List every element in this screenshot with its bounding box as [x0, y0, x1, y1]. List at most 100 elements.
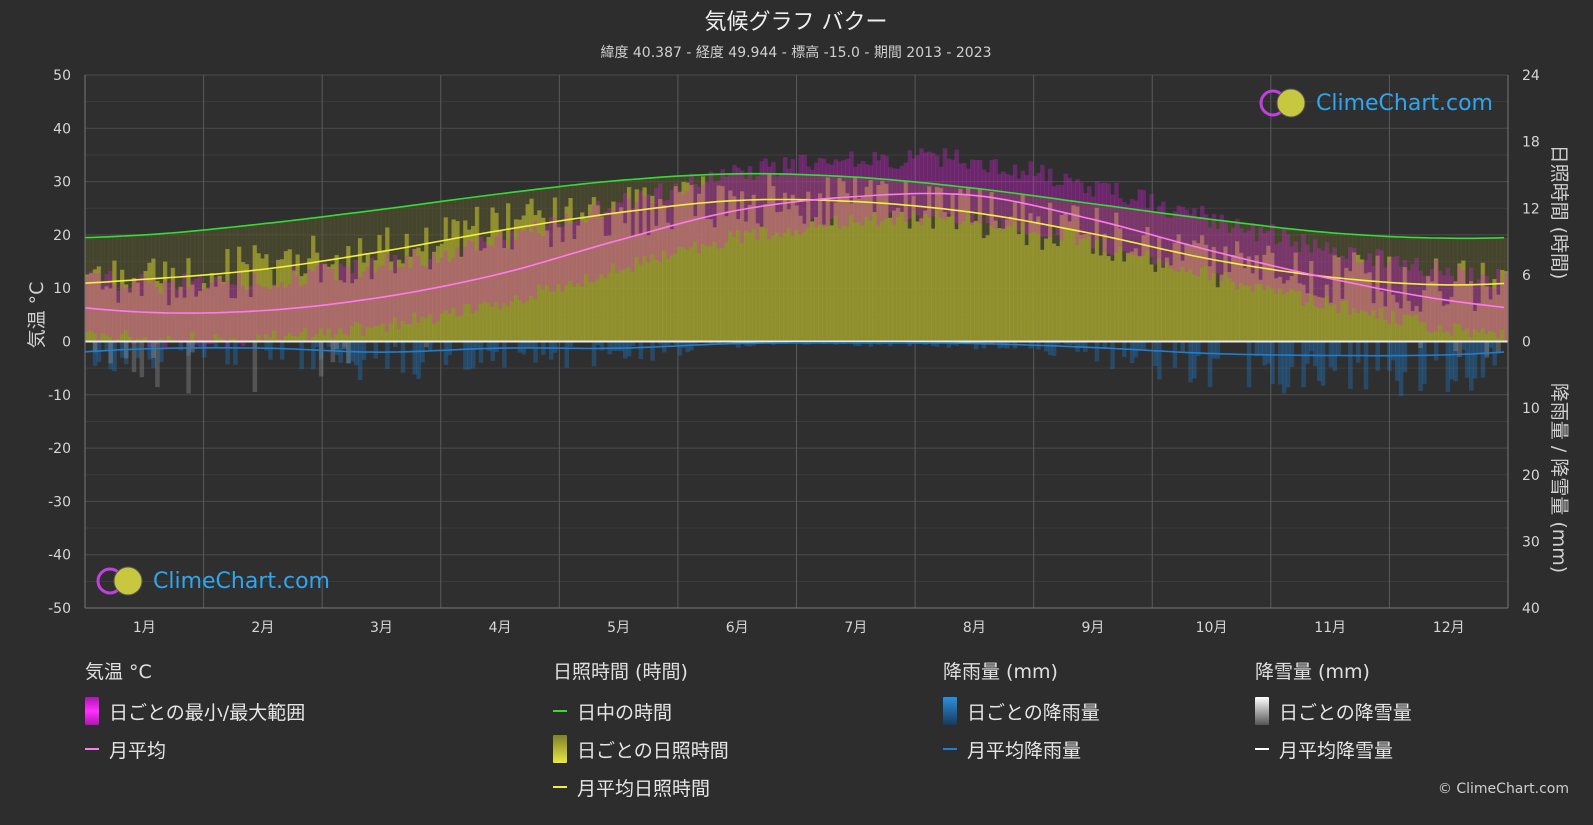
legend-rain-daily-label: 日ごとの降雨量	[967, 701, 1100, 724]
sunshine-bar	[689, 184, 694, 342]
temp-range-bar	[1180, 206, 1186, 267]
sunshine-bar	[447, 239, 453, 342]
sunshine-bar	[1086, 233, 1092, 342]
rain-bar	[147, 341, 152, 360]
temp-range-bar	[217, 278, 223, 339]
sunshine-bar	[1469, 281, 1474, 342]
rain-bar	[1328, 341, 1334, 368]
sunshine-bar	[1102, 233, 1108, 342]
y-left-tick-label: -10	[48, 388, 71, 404]
snow-bar	[139, 341, 145, 378]
temp-range-bar	[412, 248, 417, 313]
rain-bar	[1492, 341, 1497, 366]
temp-range-bar	[120, 284, 125, 334]
temp-range-bar	[966, 168, 971, 215]
temp-range-bar	[1188, 214, 1193, 270]
temp-range-bar	[92, 273, 98, 334]
temp-range-bar	[162, 281, 168, 348]
rain-bar	[1305, 341, 1310, 364]
rain-bar	[981, 341, 987, 349]
temp-avg-line	[84, 192, 1505, 314]
sunshine-bar	[560, 241, 566, 342]
sunshine-bar	[841, 181, 846, 342]
rain-bar	[568, 341, 573, 347]
temp-range-bar	[334, 280, 340, 335]
sunshine-bar	[1316, 296, 1322, 342]
sunshine-bar	[350, 283, 355, 342]
y-left-tick-label: -30	[48, 494, 71, 510]
temp-range-bar	[1465, 283, 1470, 329]
sunshine-bar	[634, 189, 640, 342]
sunshine-bar	[1262, 254, 1267, 342]
temp-range-bar	[513, 240, 519, 296]
sunshine-bar	[1258, 279, 1263, 342]
temp-range-bar	[428, 259, 433, 315]
sunshine-bar	[1340, 298, 1345, 342]
temp-range-bar	[389, 270, 394, 324]
sunshine-bar	[509, 249, 515, 342]
temp-range-bar	[1492, 288, 1497, 333]
temp-range-bar	[634, 201, 640, 257]
temp-range-bar	[303, 284, 308, 328]
daylight-bar	[318, 217, 324, 342]
axes-layer: 50 40 30 20 10 0 -10 -20 -30 -40 -50 24 18 12 6 0 10 20 30…	[48, 68, 1540, 636]
temp-range-bar	[279, 282, 285, 340]
temp-range-bar	[1352, 247, 1357, 309]
temp-range-bar	[416, 256, 421, 323]
temp-range-bar	[291, 267, 297, 337]
rain-bar	[412, 341, 417, 375]
temp-range-bar	[623, 192, 628, 270]
temp-range-bar	[1461, 270, 1466, 332]
temp-range-bar	[895, 168, 901, 217]
snow-bar	[252, 341, 258, 392]
temp-range-bar	[646, 194, 651, 263]
temp-range-bar	[1157, 206, 1162, 259]
temp-range-bar	[213, 277, 219, 335]
rain-bar	[1262, 341, 1267, 366]
temp-range-bar	[1137, 189, 1143, 258]
temp-range-bar	[739, 170, 745, 244]
sunshine-bar	[611, 201, 616, 342]
temp-range-bar	[669, 189, 675, 256]
sunshine-bar	[938, 188, 944, 342]
sunshine-bar	[1114, 212, 1119, 342]
temp-range-bar	[108, 271, 113, 338]
legend-sun-daily: 日ごとの日照時間	[553, 730, 729, 768]
sunshine-bar	[108, 288, 113, 342]
temp-range-bar	[931, 153, 936, 217]
sunshine-bar	[369, 279, 375, 342]
rain-bar	[973, 341, 979, 350]
sunshine-bar	[451, 219, 456, 342]
snow-bar	[1496, 341, 1501, 354]
sunshine-bar	[1106, 256, 1111, 342]
temp-range-bar	[1071, 182, 1076, 231]
temp-range-bar	[911, 158, 917, 212]
sunshine-bar	[1394, 302, 1400, 342]
temp-range-bar	[786, 168, 792, 229]
daylight-bar	[1313, 231, 1318, 342]
rain-bar	[630, 341, 636, 346]
temp-range-bar	[299, 285, 304, 333]
temp-range-bar	[283, 287, 289, 337]
sunshine-bar	[786, 209, 792, 342]
sunshine-bar	[276, 259, 281, 342]
temp-range-bar	[1313, 239, 1318, 307]
temp-range-bar	[1289, 246, 1295, 289]
temp-range-bar	[1457, 266, 1462, 324]
rain-bar	[334, 341, 340, 355]
sunshine-bar	[911, 195, 917, 342]
sunshine-bar	[525, 204, 531, 342]
temp-range-bar	[342, 266, 347, 335]
sunshine-bar	[174, 297, 180, 342]
y-right-hours-tick-label: 24	[1522, 68, 1540, 84]
sunshine-bar	[404, 233, 410, 342]
sunshine-bar	[1363, 273, 1369, 342]
temp-range-bar	[700, 185, 706, 244]
rain-bar	[946, 341, 952, 348]
temp-range-bar	[833, 159, 839, 216]
rain-bar	[1044, 341, 1049, 352]
rain-bar	[233, 341, 238, 365]
rain-bar	[108, 341, 113, 370]
chart-title: 気候グラフ バクー	[705, 10, 888, 35]
y-left-tick-label: 50	[53, 68, 71, 84]
